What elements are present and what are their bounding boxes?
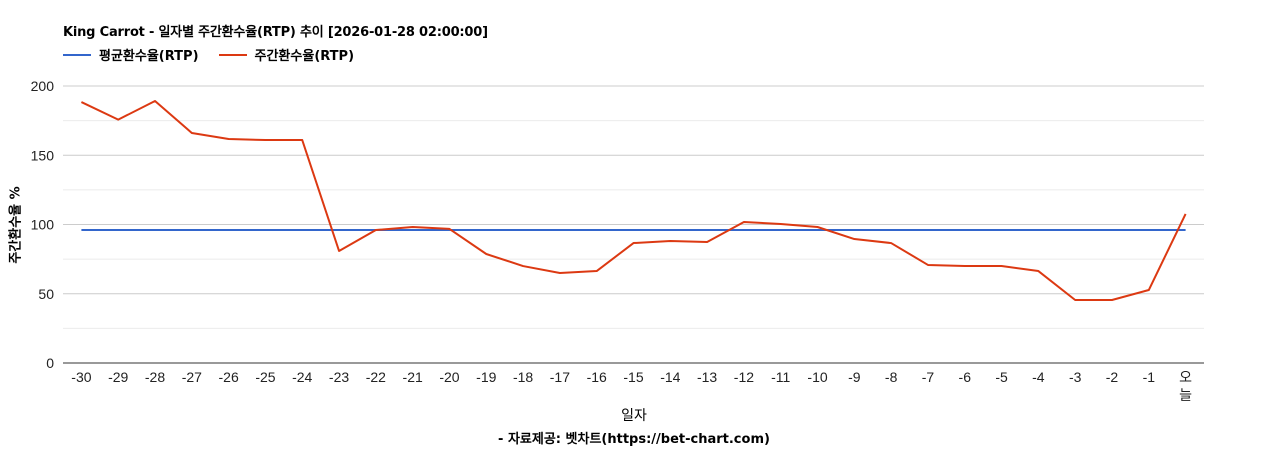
x-axis-ticks: -30 -29 -28 -27 -26 -25 -24 -23 -22 -21 -20 -19 -18 -… bbox=[71, 369, 1192, 403]
x-tick-label: -30 bbox=[71, 369, 91, 385]
x-tick-label: -13 bbox=[697, 369, 717, 385]
x-tick-label: -2 bbox=[1106, 369, 1119, 385]
legend-swatch-blue bbox=[63, 53, 91, 56]
x-tick-label: -1 bbox=[1143, 369, 1156, 385]
x-tick-label: -19 bbox=[476, 369, 496, 385]
legend-label: 주간환수율(RTP) bbox=[254, 49, 355, 64]
x-tick-label: -5 bbox=[995, 369, 1008, 385]
y-tick-label: 100 bbox=[31, 217, 55, 233]
series-lines bbox=[80, 99, 1187, 301]
data-source-credit: - 자료제공: 벳차트(https://bet-chart.com) bbox=[498, 432, 770, 447]
x-tick-label: -27 bbox=[182, 369, 202, 385]
x-tick-label: -11 bbox=[771, 369, 790, 385]
x-tick-label: -7 bbox=[922, 369, 935, 385]
series-line[interactable] bbox=[80, 99, 1187, 301]
x-tick-label: -25 bbox=[255, 369, 275, 385]
x-tick-label: -29 bbox=[108, 369, 128, 385]
x-tick-label: -9 bbox=[848, 369, 861, 385]
y-tick-label: 200 bbox=[31, 78, 55, 94]
x-tick-label: -14 bbox=[660, 369, 680, 385]
x-tick-label: -16 bbox=[587, 369, 607, 385]
legend-label: 평균환수율(RTP) bbox=[99, 49, 199, 64]
x-tick-label: -15 bbox=[623, 369, 643, 385]
x-tick-label: -8 bbox=[885, 369, 898, 385]
x-tick-label: -26 bbox=[219, 369, 239, 385]
y-tick-label: 150 bbox=[31, 147, 55, 163]
legend-swatch-red bbox=[218, 53, 247, 56]
y-axis-ticks: 0 50 100 150 200 bbox=[31, 78, 55, 371]
x-tick-label: -28 bbox=[145, 369, 165, 385]
legend-item-average-rtp[interactable]: 평균환수율(RTP) bbox=[63, 45, 199, 64]
x-tick-label: -3 bbox=[1069, 369, 1082, 385]
x-tick-label: -20 bbox=[439, 369, 459, 385]
x-tick-label: -23 bbox=[329, 369, 349, 385]
x-tick-label: -12 bbox=[734, 369, 754, 385]
gridlines bbox=[63, 85, 1204, 329]
x-tick-label: -21 bbox=[403, 369, 423, 385]
x-tick-label: -18 bbox=[513, 369, 533, 385]
legend-item-weekly-rtp[interactable]: 주간환수율(RTP) bbox=[218, 45, 355, 64]
x-tick-label: -24 bbox=[292, 369, 312, 385]
x-tick-label: -17 bbox=[550, 369, 570, 385]
chart-legend: 평균환수율(RTP) 주간환수율(RTP) bbox=[63, 45, 374, 64]
y-tick-label: 50 bbox=[38, 286, 54, 302]
y-tick-label: 0 bbox=[46, 355, 54, 371]
x-tick-label: -6 bbox=[959, 369, 972, 385]
chart-title: King Carrot - 일자별 주간환수율(RTP) 추이 [2026-01… bbox=[63, 25, 488, 40]
x-axis-title: 일자 bbox=[621, 408, 647, 424]
x-tick-label: -22 bbox=[366, 369, 386, 385]
x-tick-label: -10 bbox=[807, 369, 827, 385]
x-tick-label: -4 bbox=[1032, 369, 1045, 385]
